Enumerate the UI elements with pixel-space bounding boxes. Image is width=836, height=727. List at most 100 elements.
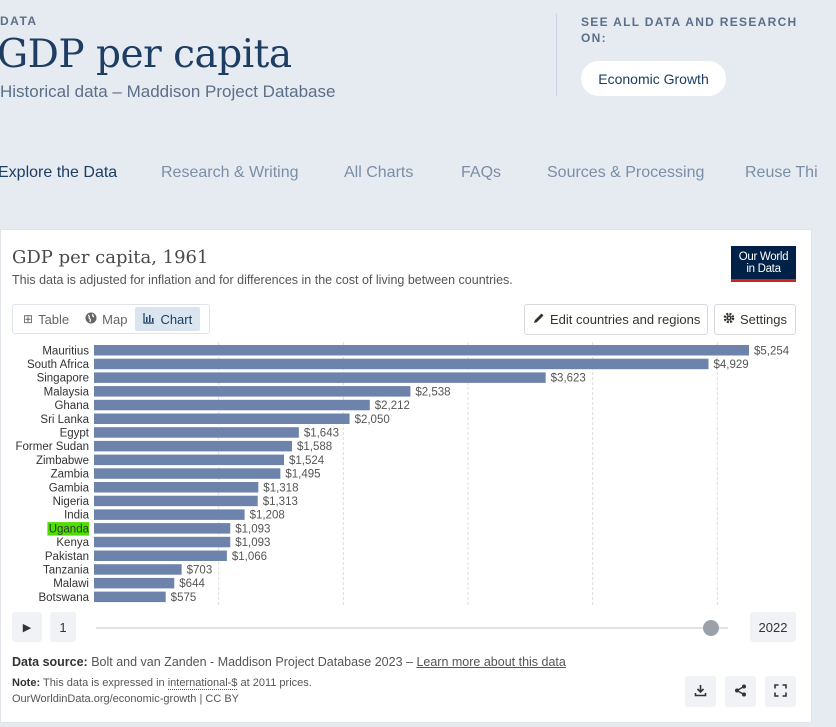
category-label: Singapore <box>37 373 89 385</box>
bar-uganda[interactable] <box>94 523 231 534</box>
value-label: $1,313 <box>263 496 298 508</box>
page-header: DATA GDP per capita Historical data – Ma… <box>0 0 836 205</box>
value-label: $1,495 <box>285 469 320 481</box>
bar-zambia[interactable] <box>94 468 281 479</box>
bar-sri-lanka[interactable] <box>94 413 350 425</box>
nav-reuse[interactable]: Reuse Thi <box>745 164 818 181</box>
bar-nigeria[interactable] <box>94 495 258 507</box>
bar-chart-icon <box>143 312 155 327</box>
bar-egypt[interactable] <box>94 427 299 438</box>
timeline-track[interactable] <box>96 627 728 629</box>
nav-research-writing[interactable]: Research & Writing <box>161 164 299 181</box>
category-label: Zambia <box>51 469 90 481</box>
settings-button[interactable]: Settings <box>714 304 796 335</box>
settings-label: Settings <box>740 312 787 327</box>
end-year-box[interactable]: 2022 <box>750 612 796 642</box>
tab-chart[interactable]: Chart <box>135 307 201 331</box>
bar-malawi[interactable] <box>94 577 175 589</box>
bar-tanzania[interactable] <box>94 564 182 575</box>
nav-explore-data[interactable]: Explore the Data <box>0 164 118 181</box>
value-label: $644 <box>179 578 205 590</box>
category-label: Gambia <box>49 482 90 494</box>
globe-icon <box>85 312 97 327</box>
category-label: Botswana <box>38 592 89 604</box>
timeline-handle[interactable] <box>703 620 719 636</box>
bar-pakistan[interactable] <box>94 550 227 562</box>
bar-kenya[interactable] <box>94 536 231 548</box>
category-label: Sri Lanka <box>40 414 89 426</box>
bar-gambia[interactable] <box>94 482 259 493</box>
category-label: Tanzania <box>43 564 90 576</box>
logo-line-2: in Data <box>746 263 781 275</box>
topic-pill-button[interactable]: Economic Growth <box>581 61 726 96</box>
value-label: $4,929 <box>713 359 748 371</box>
tab-chart-label: Chart <box>160 311 193 327</box>
table-icon: ⊞ <box>23 312 34 326</box>
category-label: Ghana <box>54 400 89 412</box>
value-label: $575 <box>171 592 197 604</box>
category-label: Zimbabwe <box>36 455 89 467</box>
bar-botswana[interactable] <box>94 591 166 603</box>
value-label: $1,066 <box>232 551 267 563</box>
bar-ghana[interactable] <box>94 399 370 411</box>
value-label: $5,254 <box>754 345 790 357</box>
value-label: $1,588 <box>297 441 332 453</box>
chart-subtitle: This data is adjusted for inflation and … <box>12 273 513 287</box>
note-text-1: This data is expressed in <box>42 677 165 689</box>
edit-countries-button[interactable]: Edit countries and regions <box>524 304 708 335</box>
tab-table[interactable]: ⊞ Table <box>15 307 77 331</box>
nav-faqs[interactable]: FAQs <box>461 164 502 181</box>
search-highlight <box>47 522 89 536</box>
category-label: Uganda <box>49 523 90 535</box>
category-label: South Africa <box>27 359 90 371</box>
bar-zimbabwe[interactable] <box>94 454 284 466</box>
owid-logo[interactable]: Our World in Data <box>731 246 796 282</box>
source-url[interactable]: OurWorldinData.org/economic-growth | CC … <box>12 693 240 705</box>
category-label: Pakistan <box>45 551 89 563</box>
value-label: $3,623 <box>551 373 586 385</box>
play-icon: ▶ <box>22 621 32 634</box>
share-button[interactable] <box>725 676 756 707</box>
page-subtitle: Historical data – Maddison Project Datab… <box>0 82 336 101</box>
bar-mauritius[interactable] <box>94 345 749 356</box>
nav-all-charts[interactable]: All Charts <box>344 164 414 181</box>
bar-india[interactable] <box>94 509 245 520</box>
edit-countries-label: Edit countries and regions <box>550 312 701 327</box>
logo-line-1: Our World <box>738 251 789 263</box>
value-label: $1,208 <box>250 510 285 522</box>
start-year-box[interactable]: 1 <box>50 612 76 642</box>
gear-icon <box>723 312 735 327</box>
see-all-label: SEE ALL DATA AND RESEARCH ON: <box>581 15 798 45</box>
tab-table-label: Table <box>38 311 70 327</box>
note-text-2: at 2011 prices. <box>240 677 312 689</box>
pencil-icon <box>533 312 545 327</box>
nav-sources-processing[interactable]: Sources & Processing <box>547 164 705 181</box>
download-button[interactable] <box>685 676 716 707</box>
international-dollar-link[interactable]: international-$ <box>167 677 238 690</box>
value-label: $703 <box>187 564 213 576</box>
chart-title: GDP per capita, 1961 <box>12 247 209 268</box>
category-label: Former Sudan <box>15 441 89 453</box>
view-tabs: ⊞ Table Map Chart <box>12 304 210 334</box>
fullscreen-icon <box>774 683 787 700</box>
category-label: India <box>64 510 90 522</box>
fullscreen-button[interactable] <box>765 676 796 707</box>
data-source: Data source: Bolt and van Zanden - Maddi… <box>12 655 566 669</box>
page-kicker: DATA <box>0 14 38 28</box>
category-label: Kenya <box>56 537 89 549</box>
value-label: $2,538 <box>415 386 450 398</box>
tab-map[interactable]: Map <box>77 307 135 331</box>
tab-map-label: Map <box>102 311 128 327</box>
bar-malaysia[interactable] <box>94 386 411 397</box>
category-label: Mauritius <box>42 345 89 357</box>
bar-south-africa[interactable] <box>94 358 709 370</box>
play-button[interactable]: ▶ <box>12 612 42 642</box>
bar-former-sudan[interactable] <box>94 440 292 452</box>
chart-note: Note: This data is expressed in internat… <box>12 677 312 690</box>
share-icon <box>734 684 747 700</box>
value-label: $1,093 <box>235 523 270 535</box>
value-label: $1,318 <box>263 482 298 494</box>
value-label: $1,093 <box>235 537 270 549</box>
learn-more-link[interactable]: Learn more about this data <box>416 655 566 669</box>
bar-singapore[interactable] <box>94 372 546 383</box>
